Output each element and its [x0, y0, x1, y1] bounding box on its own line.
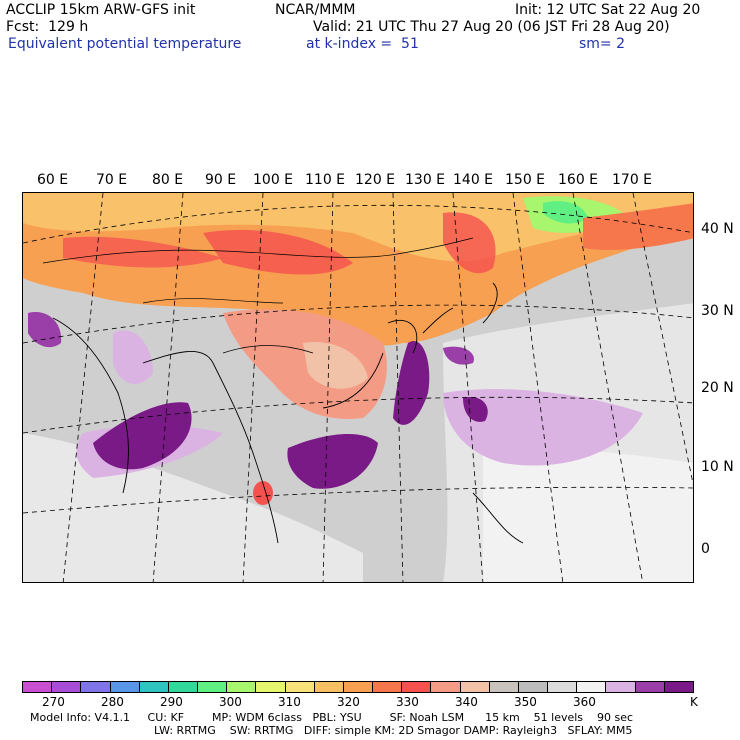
colorbar-segment: [285, 682, 315, 692]
longitude-label: 70 E: [96, 172, 128, 188]
longitude-label: 160 E: [558, 172, 599, 188]
colorbar-segment: [314, 682, 344, 692]
colorbar-label: K: [690, 695, 698, 709]
longitude-label: 130 E: [405, 172, 446, 188]
model-title: ACCLIP 15km ARW-GFS init: [6, 2, 196, 18]
colorbar-segment: [139, 682, 169, 692]
colorbar-segment: [518, 682, 549, 692]
longitude-label: 90 E: [205, 172, 237, 188]
colorbar-label: 270: [42, 695, 65, 709]
colorbar-segment: [227, 682, 257, 692]
organization-label: NCAR/MMM: [275, 2, 356, 18]
longitude-label: 170 E: [612, 172, 653, 188]
colorbar-segment: [110, 682, 140, 692]
colorbar-segment: [168, 682, 199, 692]
colorbar-label: 290: [160, 695, 183, 709]
init-time: Init: 12 UTC Sat 22 Aug 20: [515, 2, 701, 18]
colorbar-label: 320: [337, 695, 360, 709]
longitude-label: 150 E: [505, 172, 546, 188]
colorbar-label: 300: [219, 695, 242, 709]
colorbar-segment: [23, 682, 53, 692]
latitude-label: 30 N: [701, 303, 734, 319]
valid-time: Valid: 21 UTC Thu 27 Aug 20 (06 JST Fri …: [313, 19, 670, 35]
colorbar-segment: [373, 682, 403, 692]
colorbar-segment: [635, 682, 665, 692]
colorbar-segment: [81, 682, 111, 692]
latitude-label: 20 N: [701, 380, 734, 396]
colorbar-segment: [460, 682, 490, 692]
level-info: at k-index = 51: [306, 36, 419, 52]
colorbar-segment: [256, 682, 286, 692]
longitude-label: 100 E: [253, 172, 294, 188]
colorbar-label: 310: [278, 695, 301, 709]
colorbar-label: 340: [455, 695, 478, 709]
longitude-label: 60 E: [37, 172, 69, 188]
colorbar-segment: [489, 682, 519, 692]
colorbar-segment: [52, 682, 82, 692]
longitude-label: 140 E: [453, 172, 494, 188]
colorbar-segment: [402, 682, 432, 692]
theta-e-field: [23, 193, 693, 582]
field-name: Equivalent potential temperature: [8, 36, 242, 52]
colorbar-segment: [343, 682, 374, 692]
latitude-label: 40 N: [701, 221, 734, 237]
colorbar-segment: [577, 682, 607, 692]
colorbar-segment: [664, 682, 693, 692]
forecast-hour: Fcst: 129 h: [6, 19, 89, 35]
longitude-label: 80 E: [152, 172, 184, 188]
latitude-label: 10 N: [701, 459, 734, 475]
longitude-label: 110 E: [305, 172, 346, 188]
model-info-line1: Model Info: V4.1.1 CU: KF MP: WDM 6class…: [30, 711, 634, 724]
colorbar: [22, 681, 694, 693]
colorbar-label: 350: [514, 695, 537, 709]
colorbar-label: 360: [573, 695, 596, 709]
model-info-line2: LW: RRTMG SW: RRTMG DIFF: simple KM: 2D …: [154, 724, 633, 737]
colorbar-segment: [548, 682, 578, 692]
latitude-label: 0: [701, 541, 710, 557]
longitude-label: 120 E: [355, 172, 396, 188]
colorbar-segment: [606, 682, 636, 692]
colorbar-label: 330: [396, 695, 419, 709]
map-panel: [22, 192, 694, 583]
colorbar-segment: [198, 682, 228, 692]
colorbar-segment: [431, 682, 461, 692]
smoothing-info: sm= 2: [579, 36, 626, 52]
colorbar-label: 280: [101, 695, 124, 709]
